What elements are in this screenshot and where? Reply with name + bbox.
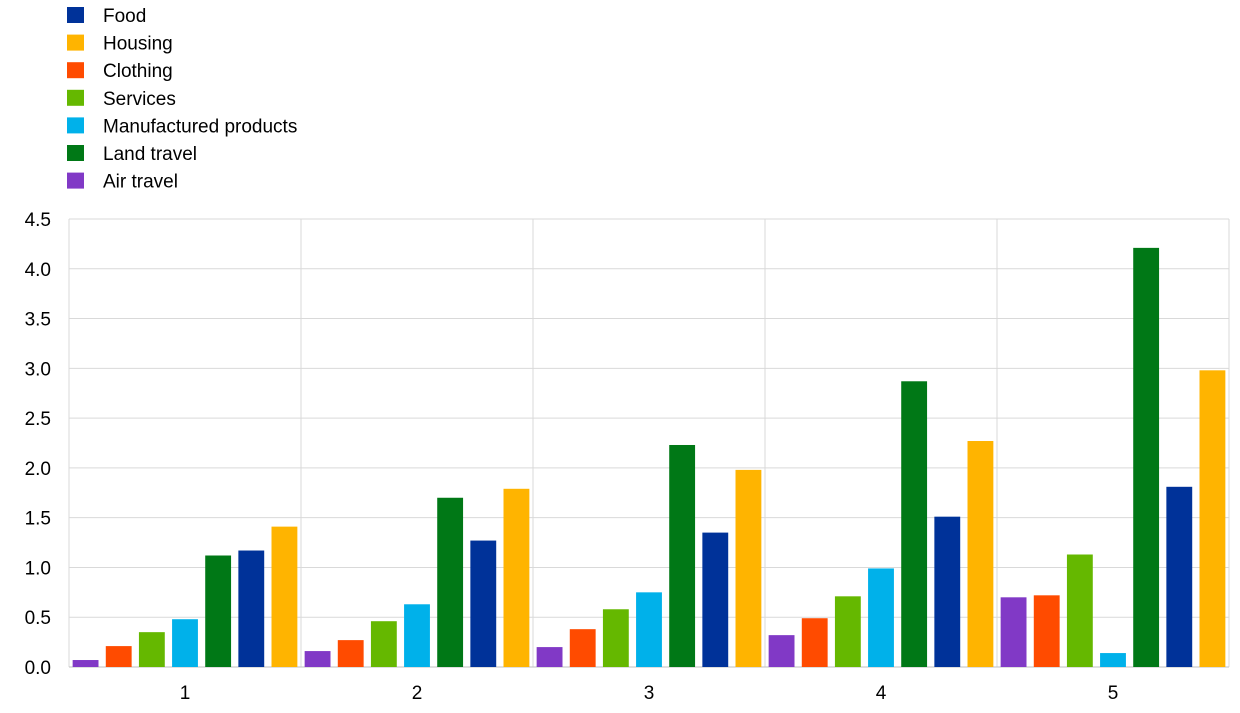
bar [172,619,198,667]
bar [1100,653,1126,667]
legend-swatch [67,145,84,161]
bar [735,469,762,667]
legend-swatch [67,34,84,51]
bar [72,660,99,667]
bar [437,497,464,667]
x-axis-ticks: 1 2 3 4 5 [180,683,1119,704]
bar [238,550,265,667]
y-tick-label: 2.0 [25,459,51,480]
legend-swatch [67,172,84,189]
y-tick-label: 2.5 [25,409,51,430]
y-tick-label: 1.0 [25,558,51,579]
y-tick-label: 4.0 [25,260,51,281]
y-tick-label: 3.0 [25,359,51,380]
bar [868,568,894,667]
y-tick-label: 0.5 [25,608,51,629]
bar [669,444,696,667]
bar [205,555,232,667]
bar [1066,554,1093,667]
legend-label: Services [103,89,176,110]
y-tick-label: 0.0 [25,658,51,679]
bar [105,646,132,667]
bar [1199,370,1226,667]
bar [768,635,795,667]
x-tick-label: 2 [412,683,423,704]
bar [370,621,397,667]
bars [72,247,1226,668]
legend: Food Housing Clothing Services Manufactured … [67,6,297,193]
bar [470,540,497,667]
bar [636,592,662,667]
bar [404,604,430,667]
legend-label: Housing [103,34,173,55]
legend-label: Air travel [103,172,178,193]
y-tick-label: 3.5 [25,310,51,331]
bar [1166,486,1193,667]
bar [834,596,861,667]
x-tick-label: 4 [876,683,887,704]
bar [602,609,629,667]
legend-label: Land travel [103,144,197,165]
y-axis-ticks: 0.0 0.5 1.0 1.5 2.0 2.5 3.0 3.5 4.0 4.5 [25,210,51,679]
legend-swatch [67,89,84,106]
bar [138,632,165,667]
legend-swatch [67,117,84,134]
legend-label: Food [103,6,146,27]
legend-swatch [67,62,84,79]
y-tick-label: 4.5 [25,210,51,231]
x-tick-label: 5 [1108,683,1119,704]
legend-label: Clothing [103,61,173,82]
bar [503,488,530,667]
bar [901,381,928,667]
bar [1033,595,1060,667]
x-tick-label: 1 [180,683,191,704]
bar [337,640,364,667]
legend-label: Manufactured products [103,116,297,137]
y-tick-label: 1.5 [25,509,51,530]
bar [271,526,298,667]
bar [934,516,961,667]
bar [1133,247,1160,668]
x-tick-label: 3 [644,683,655,704]
bar [801,618,828,667]
bar [1000,597,1027,667]
bar [304,651,331,667]
bar [536,647,563,667]
bar [702,532,729,667]
legend-swatch [67,7,84,23]
bar [967,441,994,667]
bar [569,629,596,667]
